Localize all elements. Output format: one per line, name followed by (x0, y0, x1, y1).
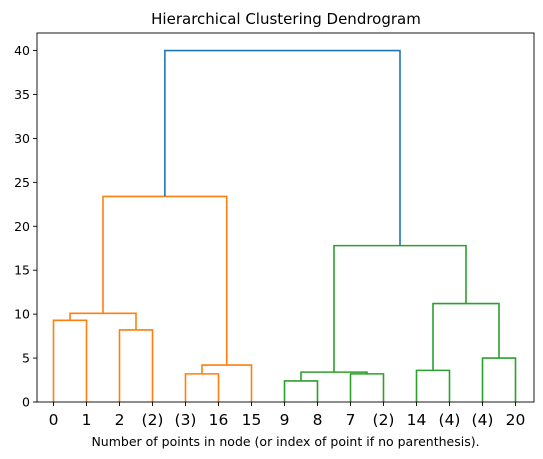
dendrogram-link-0 (52, 319, 88, 402)
x-tick-label-12: (4) (439, 411, 461, 429)
y-tick-label-25: 25 (14, 175, 30, 190)
dendrogram-link-7 (349, 373, 385, 402)
x-tick-label-7: 9 (280, 411, 290, 429)
dendrogram-link-8 (300, 371, 368, 381)
y-tick-label-15: 15 (14, 263, 30, 278)
x-tick-label-5: 16 (209, 411, 229, 429)
dendrogram-link-2 (69, 312, 137, 330)
dendrogram-link-5 (102, 195, 228, 366)
y-tick-label-10: 10 (14, 307, 30, 322)
x-tick-label-2: 2 (115, 411, 125, 429)
x-axis-label: Number of points in node (or index of po… (91, 434, 479, 449)
x-tick-label-3: (2) (142, 411, 164, 429)
y-tick-label-35: 35 (14, 87, 30, 102)
y-tick-label-30: 30 (14, 131, 30, 146)
dendrogram-link-4 (201, 364, 253, 402)
x-tick-label-11: 14 (407, 411, 427, 429)
x-tick-label-6: 15 (242, 411, 262, 429)
dendrogram-link-13 (164, 49, 401, 246)
chart-title: Hierarchical Clustering Dendrogram (151, 10, 421, 28)
x-tick-label-8: 8 (313, 411, 323, 429)
x-tick-label-10: (2) (373, 411, 395, 429)
dendrogram-link-11 (432, 302, 500, 371)
y-tick-label-20: 20 (14, 219, 30, 234)
dendrogram-link-9 (415, 369, 451, 402)
dendrogram-link-10 (481, 357, 517, 402)
x-tick-label-9: 7 (346, 411, 356, 429)
dendrogram-link-6 (283, 380, 319, 402)
x-tick-label-13: (4) (472, 411, 494, 429)
x-tick-label-0: 0 (49, 411, 59, 429)
dendrogram-link-1 (118, 329, 154, 402)
y-tick-label-40: 40 (14, 43, 30, 58)
plot-area-frame (36, 32, 535, 403)
x-tick-label-14: 20 (506, 411, 526, 429)
y-tick-label-0: 0 (22, 395, 30, 410)
y-tick-label-5: 5 (22, 351, 30, 366)
x-axis: 0 1 2 (2) (3) 16 15 9 8 7 (2) 14 (4) (4) 20 (49, 402, 526, 429)
y-axis: 0 5 10 15 20 25 30 35 40 (14, 43, 37, 410)
dendrogram-links (52, 49, 517, 402)
dendrogram-link-3 (184, 373, 220, 402)
dendrogram-link-12 (333, 244, 467, 373)
x-tick-label-1: 1 (82, 411, 92, 429)
x-tick-label-4: (3) (175, 411, 197, 429)
